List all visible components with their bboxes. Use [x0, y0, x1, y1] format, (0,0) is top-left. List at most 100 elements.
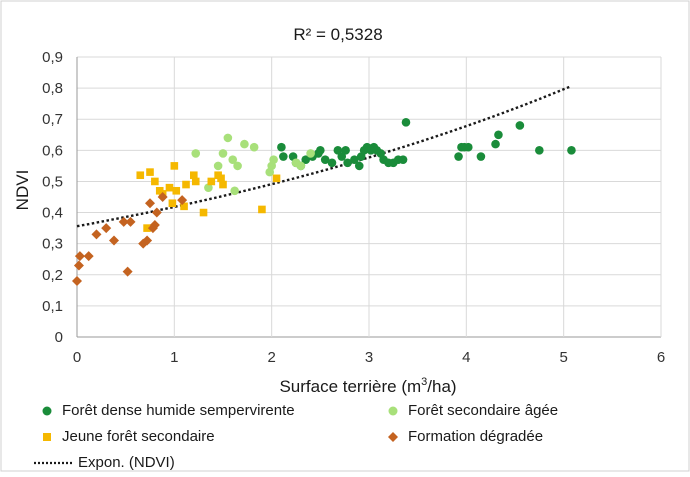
data-point [333, 146, 343, 155]
y-tick-label: 0,3 [42, 236, 63, 253]
data-point [168, 199, 177, 208]
y-tick-label: 0 [55, 329, 63, 346]
data-point [118, 216, 129, 227]
data-point [535, 146, 544, 155]
data-point [233, 161, 242, 171]
data-point [398, 155, 408, 164]
data-point [258, 205, 266, 214]
data-point [217, 174, 225, 183]
legend-label: Expon. (NDVI) [78, 454, 175, 471]
y-axis-label: NDVI [13, 170, 32, 211]
x-axis-label-superscript: 3 [421, 376, 427, 388]
data-point [230, 186, 239, 196]
data-point [177, 195, 188, 206]
data-point [491, 139, 500, 149]
x-tick-label: 1 [170, 349, 178, 366]
data-point [149, 220, 160, 230]
data-point [165, 183, 174, 192]
data-point [170, 162, 179, 170]
legend-label: Forêt dense humide sempervirente [62, 402, 295, 419]
y-tick-label: 0,1 [42, 298, 63, 315]
data-point [306, 149, 315, 158]
data-point [146, 168, 154, 176]
data-point [157, 192, 168, 202]
x-tick-labels: 0 1 2 3 4 5 6 [73, 349, 665, 366]
legend-item-formation-degradee: Formation dégradée [388, 428, 543, 445]
data-point [182, 180, 190, 189]
x-tick-label: 4 [462, 349, 470, 366]
legend-item-jeune-foret: Jeune forêt secondaire [42, 428, 215, 445]
legend-item-foret-secondaire-agee: Forêt secondaire âgée [388, 402, 558, 419]
x-axis-label-main: Surface terrière (m [279, 377, 421, 396]
data-point [269, 155, 278, 164]
y-tick-label: 0,8 [42, 80, 63, 97]
data-point [454, 152, 463, 161]
data-point [240, 139, 249, 149]
data-point [199, 208, 208, 217]
x-tick-label: 3 [365, 349, 373, 366]
x-tick-label: 0 [73, 349, 81, 366]
data-point [494, 130, 503, 140]
data-point [190, 171, 198, 180]
data-point [180, 202, 188, 211]
data-point [145, 198, 155, 209]
data-point [401, 118, 411, 127]
data-points [72, 118, 576, 286]
data-point [191, 177, 200, 186]
legend-label: Forêt secondaire âgée [408, 402, 559, 419]
data-point [142, 235, 153, 246]
data-point [83, 251, 94, 262]
data-point [316, 146, 325, 155]
data-point [327, 158, 337, 168]
data-point [301, 155, 311, 164]
data-point [143, 224, 151, 232]
data-point [219, 180, 227, 189]
data-point [277, 142, 286, 152]
data-point [249, 142, 259, 152]
data-point [279, 152, 288, 161]
legend-label: Jeune forêt secondaire [62, 428, 215, 445]
data-point [207, 177, 216, 186]
x-tick-label: 6 [657, 349, 665, 366]
data-point [213, 161, 223, 171]
x-axis-label: Surface terrière (m3/ha) [279, 376, 456, 396]
data-point [350, 155, 359, 164]
data-point [515, 121, 525, 130]
data-point [337, 152, 347, 161]
y-tick-label: 0,7 [42, 111, 63, 128]
legend-item-trendline: Expon. (NDVI) [34, 454, 175, 471]
legend-marker-circle-dark-green [42, 406, 52, 415]
data-point [101, 223, 112, 234]
y-tick-label: 0,6 [42, 142, 63, 159]
data-point [354, 161, 364, 171]
data-point [296, 161, 306, 171]
y-tick-labels: 0 0,1 0,2 0,3 0,4 0,5 0,6 0,7 0,8 0,9 [42, 49, 63, 346]
data-point [343, 158, 352, 168]
data-point [320, 155, 330, 164]
data-point [125, 216, 136, 227]
data-point [463, 142, 473, 152]
y-tick-label: 0,9 [42, 49, 63, 66]
legend-marker-square-yellow [43, 432, 51, 441]
y-tick-label: 0,4 [42, 205, 63, 222]
data-point [72, 276, 82, 286]
chart-title: R² = 0,5328 [293, 25, 382, 44]
legend-marker-dotted-line [34, 461, 72, 464]
x-tick-label: 5 [559, 349, 567, 366]
data-point [91, 229, 102, 240]
data-point [151, 207, 162, 218]
data-point [191, 149, 201, 158]
y-tick-label: 0,5 [42, 173, 63, 190]
x-tick-label: 2 [267, 349, 275, 366]
data-point [136, 171, 145, 180]
data-point [228, 155, 238, 164]
data-point [476, 152, 486, 161]
data-point [223, 133, 233, 143]
data-point [567, 146, 576, 155]
data-point [172, 186, 181, 195]
data-point [204, 183, 213, 192]
trendline [76, 84, 572, 228]
data-point [122, 266, 133, 277]
legend-label: Formation dégradée [408, 428, 544, 445]
